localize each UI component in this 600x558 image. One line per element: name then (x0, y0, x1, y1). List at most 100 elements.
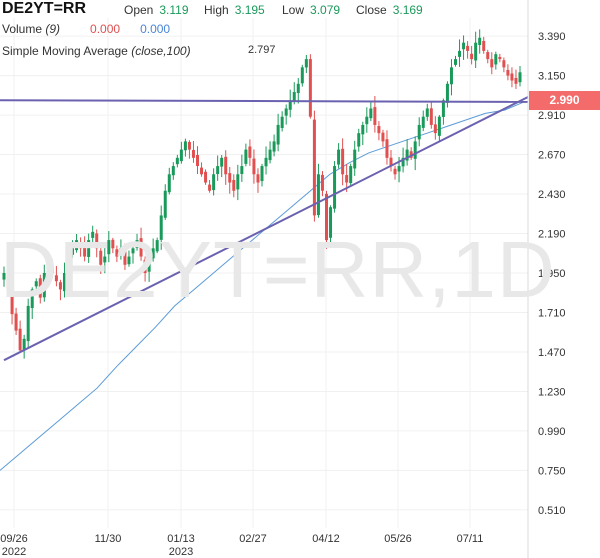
candle-body (240, 166, 244, 174)
candle-body (75, 240, 79, 251)
candle-body (155, 240, 159, 252)
candle-body (518, 72, 522, 83)
candle-body (482, 40, 486, 51)
candle-body (147, 256, 151, 272)
x-tick-label: 11/30 (95, 533, 122, 545)
candle-body (38, 278, 42, 298)
candle-body (220, 157, 224, 167)
candle-body (449, 67, 453, 85)
trendline-horizontal (0, 99, 529, 103)
candle-body (421, 116, 425, 128)
candle-body (115, 249, 119, 257)
candle-body (264, 157, 268, 167)
candle-body (365, 116, 369, 125)
candle-body (466, 45, 470, 51)
candle-body (292, 92, 296, 101)
trendline-rising (3, 96, 529, 362)
candle-body (320, 174, 324, 191)
candle-body (67, 256, 70, 275)
candle-body (437, 116, 441, 136)
candle-body (224, 156, 228, 175)
y-axis: 3.390 3.150 2.910 2.670 2.430 2.190 1.950 1.710… (527, 0, 566, 558)
candle-body (127, 256, 131, 265)
candle-body (204, 171, 208, 183)
candle-body (151, 248, 155, 259)
candle-body (462, 42, 466, 50)
x-tick-label: 04/12 (312, 533, 340, 545)
candle-body (454, 59, 457, 65)
x-tick-year: 2022 (2, 546, 26, 558)
y-tick-label: 2.430 (538, 189, 566, 201)
candle-body (490, 59, 494, 68)
candle-body (361, 124, 365, 135)
y-tick-label: 1.470 (538, 347, 566, 359)
candle-body (413, 141, 417, 159)
candle-body (123, 245, 127, 265)
candle-body (486, 52, 490, 60)
candle-body (373, 107, 377, 125)
candle-body (433, 124, 437, 134)
x-tick-label: 05/26 (384, 533, 412, 545)
candle-body (46, 264, 50, 276)
candle-body (280, 116, 284, 128)
candle-body (131, 248, 135, 254)
candle-body (494, 54, 498, 65)
candle-body (10, 289, 14, 315)
candle-body (393, 168, 397, 175)
candle-body (163, 190, 167, 218)
candle-body (296, 83, 300, 94)
candle-body (276, 124, 280, 145)
candle-body (474, 42, 478, 61)
candle-body (337, 149, 341, 165)
candle-body (200, 167, 204, 175)
candlestick-series (2, 29, 522, 359)
candle-body (312, 119, 316, 216)
candle-body (26, 305, 30, 342)
candle-body (478, 37, 482, 46)
candle-body (425, 108, 429, 117)
candle-body (175, 157, 179, 165)
candle-body (405, 149, 409, 161)
candle-body (381, 132, 385, 142)
candle-body (304, 59, 308, 68)
candle-body (34, 281, 38, 287)
y-tick-label: 3.390 (538, 31, 566, 43)
trendlines-layer (0, 96, 529, 362)
candle-body (208, 184, 212, 191)
candle-body (143, 259, 147, 273)
candle-body (385, 139, 389, 158)
y-tick-label: 0.750 (538, 465, 566, 477)
candle-body (87, 240, 91, 257)
candle-body (353, 149, 357, 169)
candle-body (502, 60, 506, 68)
candle-body (514, 77, 518, 84)
candle-body (244, 149, 248, 164)
candle-body (216, 166, 220, 175)
candle-body (159, 215, 163, 240)
candle-body (107, 240, 111, 255)
y-tick-label: 1.950 (538, 268, 566, 280)
candle-body (498, 56, 502, 60)
candle-body (212, 174, 216, 191)
candle-body (345, 175, 349, 183)
candle-body (429, 108, 433, 125)
candle-body (417, 124, 421, 140)
candle-body (91, 231, 95, 238)
candle-body (284, 108, 288, 116)
candle-body (167, 174, 171, 193)
candle-body (187, 141, 191, 150)
candle-body (135, 240, 139, 248)
candle-body (95, 233, 99, 249)
candle-body (458, 50, 462, 57)
candle-body (119, 248, 123, 256)
candle-body (441, 100, 445, 117)
candle-body (111, 239, 115, 249)
candle-body (470, 53, 474, 60)
candle-body (30, 289, 34, 309)
y-tick-label: 2.670 (538, 150, 566, 162)
candle-body (99, 250, 103, 265)
y-tick-label: 0.990 (538, 426, 566, 438)
candle-body (58, 282, 62, 290)
